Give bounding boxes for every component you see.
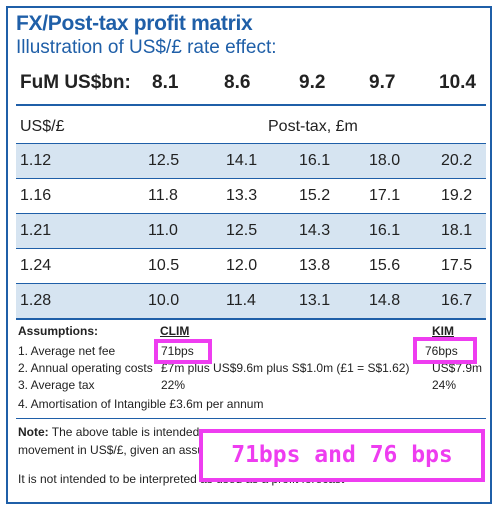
value-cell: 12.0 bbox=[226, 257, 258, 274]
row-divider bbox=[16, 283, 486, 284]
fum-value: 8.6 bbox=[224, 72, 251, 93]
note-text: The above table is intended bbox=[51, 425, 200, 439]
table-row: 1.16 11.8 13.3 15.2 17.1 19.2 bbox=[16, 179, 486, 213]
value-cell: 12.5 bbox=[148, 152, 180, 169]
assumption-label: 3. Average tax bbox=[18, 378, 95, 392]
fum-header-row: FuM US$bn: 8.1 8.6 9.2 9.7 10.4 bbox=[16, 70, 486, 100]
assumption-label: 1. Average net fee bbox=[18, 344, 116, 358]
fum-value: 8.1 bbox=[152, 72, 179, 93]
value-cell: 11.4 bbox=[226, 292, 256, 309]
clim-header: CLIM bbox=[160, 324, 190, 338]
rate-cell: 1.24 bbox=[20, 257, 52, 274]
value-cell: 16.7 bbox=[441, 292, 473, 309]
table-row: 1.21 11.0 12.5 14.3 16.1 18.1 bbox=[16, 214, 486, 248]
clim-costs-value: £7m plus US$9.6m plus S$1.0m (£1 = S$1.6… bbox=[161, 361, 410, 375]
value-cell: 10.5 bbox=[148, 257, 180, 274]
annotation-callout: 71bps and 76 bps bbox=[199, 429, 485, 482]
value-cell: 16.1 bbox=[299, 152, 331, 169]
kim-fee-value: 76bps bbox=[425, 344, 458, 358]
assumptions-divider bbox=[16, 418, 486, 419]
value-cell: 13.8 bbox=[299, 257, 331, 274]
table-row: 1.24 10.5 12.0 13.8 15.6 17.5 bbox=[16, 249, 486, 283]
value-cell: 11.0 bbox=[148, 222, 178, 239]
kim-fee-highlight bbox=[413, 337, 477, 364]
clim-fee-highlight bbox=[154, 339, 212, 364]
fum-value: 9.7 bbox=[369, 72, 396, 93]
value-header: Post-tax, £m bbox=[268, 118, 358, 135]
value-cell: 10.0 bbox=[148, 292, 180, 309]
fum-label: FuM US$bn: bbox=[20, 72, 131, 93]
clim-fee-value: 71bps bbox=[161, 344, 194, 358]
value-cell: 14.1 bbox=[226, 152, 258, 169]
column-header-row: US$/£ bbox=[16, 110, 486, 144]
kim-header: KIM bbox=[432, 324, 454, 338]
value-cell: 17.5 bbox=[441, 257, 473, 274]
value-cell: 20.2 bbox=[441, 152, 473, 169]
rate-header: US$/£ bbox=[20, 118, 65, 135]
row-divider bbox=[16, 143, 486, 144]
note-line-1: Note: The above table is intended bbox=[18, 425, 199, 439]
assumption-label: 4. Amortisation of Intangible £3.6m per … bbox=[18, 397, 264, 411]
header-divider bbox=[16, 104, 486, 106]
row-divider bbox=[16, 213, 486, 214]
rate-cell: 1.16 bbox=[20, 187, 52, 204]
note-label: Note: bbox=[18, 425, 49, 439]
note-line-2: movement in US$/£, given an assu bbox=[18, 443, 205, 457]
value-cell: 13.3 bbox=[226, 187, 258, 204]
value-cell: 13.1 bbox=[299, 292, 331, 309]
value-cell: 16.1 bbox=[369, 222, 401, 239]
value-cell: 18.1 bbox=[441, 222, 473, 239]
table-row: 1.28 10.0 11.4 13.1 14.8 16.7 bbox=[16, 284, 486, 318]
fum-value: 9.2 bbox=[299, 72, 326, 93]
table-bottom-divider bbox=[16, 318, 486, 320]
rate-cell: 1.12 bbox=[20, 152, 52, 169]
value-cell: 15.6 bbox=[369, 257, 401, 274]
value-cell: 18.0 bbox=[369, 152, 401, 169]
clim-tax-value: 22% bbox=[161, 378, 186, 392]
table-row: 1.12 12.5 14.1 16.1 18.0 20.2 bbox=[16, 144, 486, 178]
value-cell: 17.1 bbox=[369, 187, 401, 204]
value-cell: 11.8 bbox=[148, 187, 178, 204]
kim-costs-value: US$7.9m bbox=[432, 361, 483, 375]
rate-cell: 1.28 bbox=[20, 292, 52, 309]
value-cell: 14.3 bbox=[299, 222, 331, 239]
fum-value: 10.4 bbox=[439, 72, 476, 93]
matrix-frame bbox=[6, 6, 492, 504]
kim-tax-value: 24% bbox=[432, 378, 457, 392]
page-title: FX/Post-tax profit matrix bbox=[16, 12, 253, 35]
value-cell: 19.2 bbox=[441, 187, 473, 204]
assumption-label: 2. Annual operating costs bbox=[18, 361, 153, 375]
rate-cell: 1.21 bbox=[20, 222, 52, 239]
value-cell: 14.8 bbox=[369, 292, 401, 309]
assumptions-heading: Assumptions: bbox=[18, 324, 99, 338]
row-divider bbox=[16, 248, 486, 249]
page-subtitle: Illustration of US$/£ rate effect: bbox=[16, 37, 277, 58]
value-cell: 15.2 bbox=[299, 187, 331, 204]
value-cell: 12.5 bbox=[226, 222, 258, 239]
row-divider bbox=[16, 178, 486, 179]
